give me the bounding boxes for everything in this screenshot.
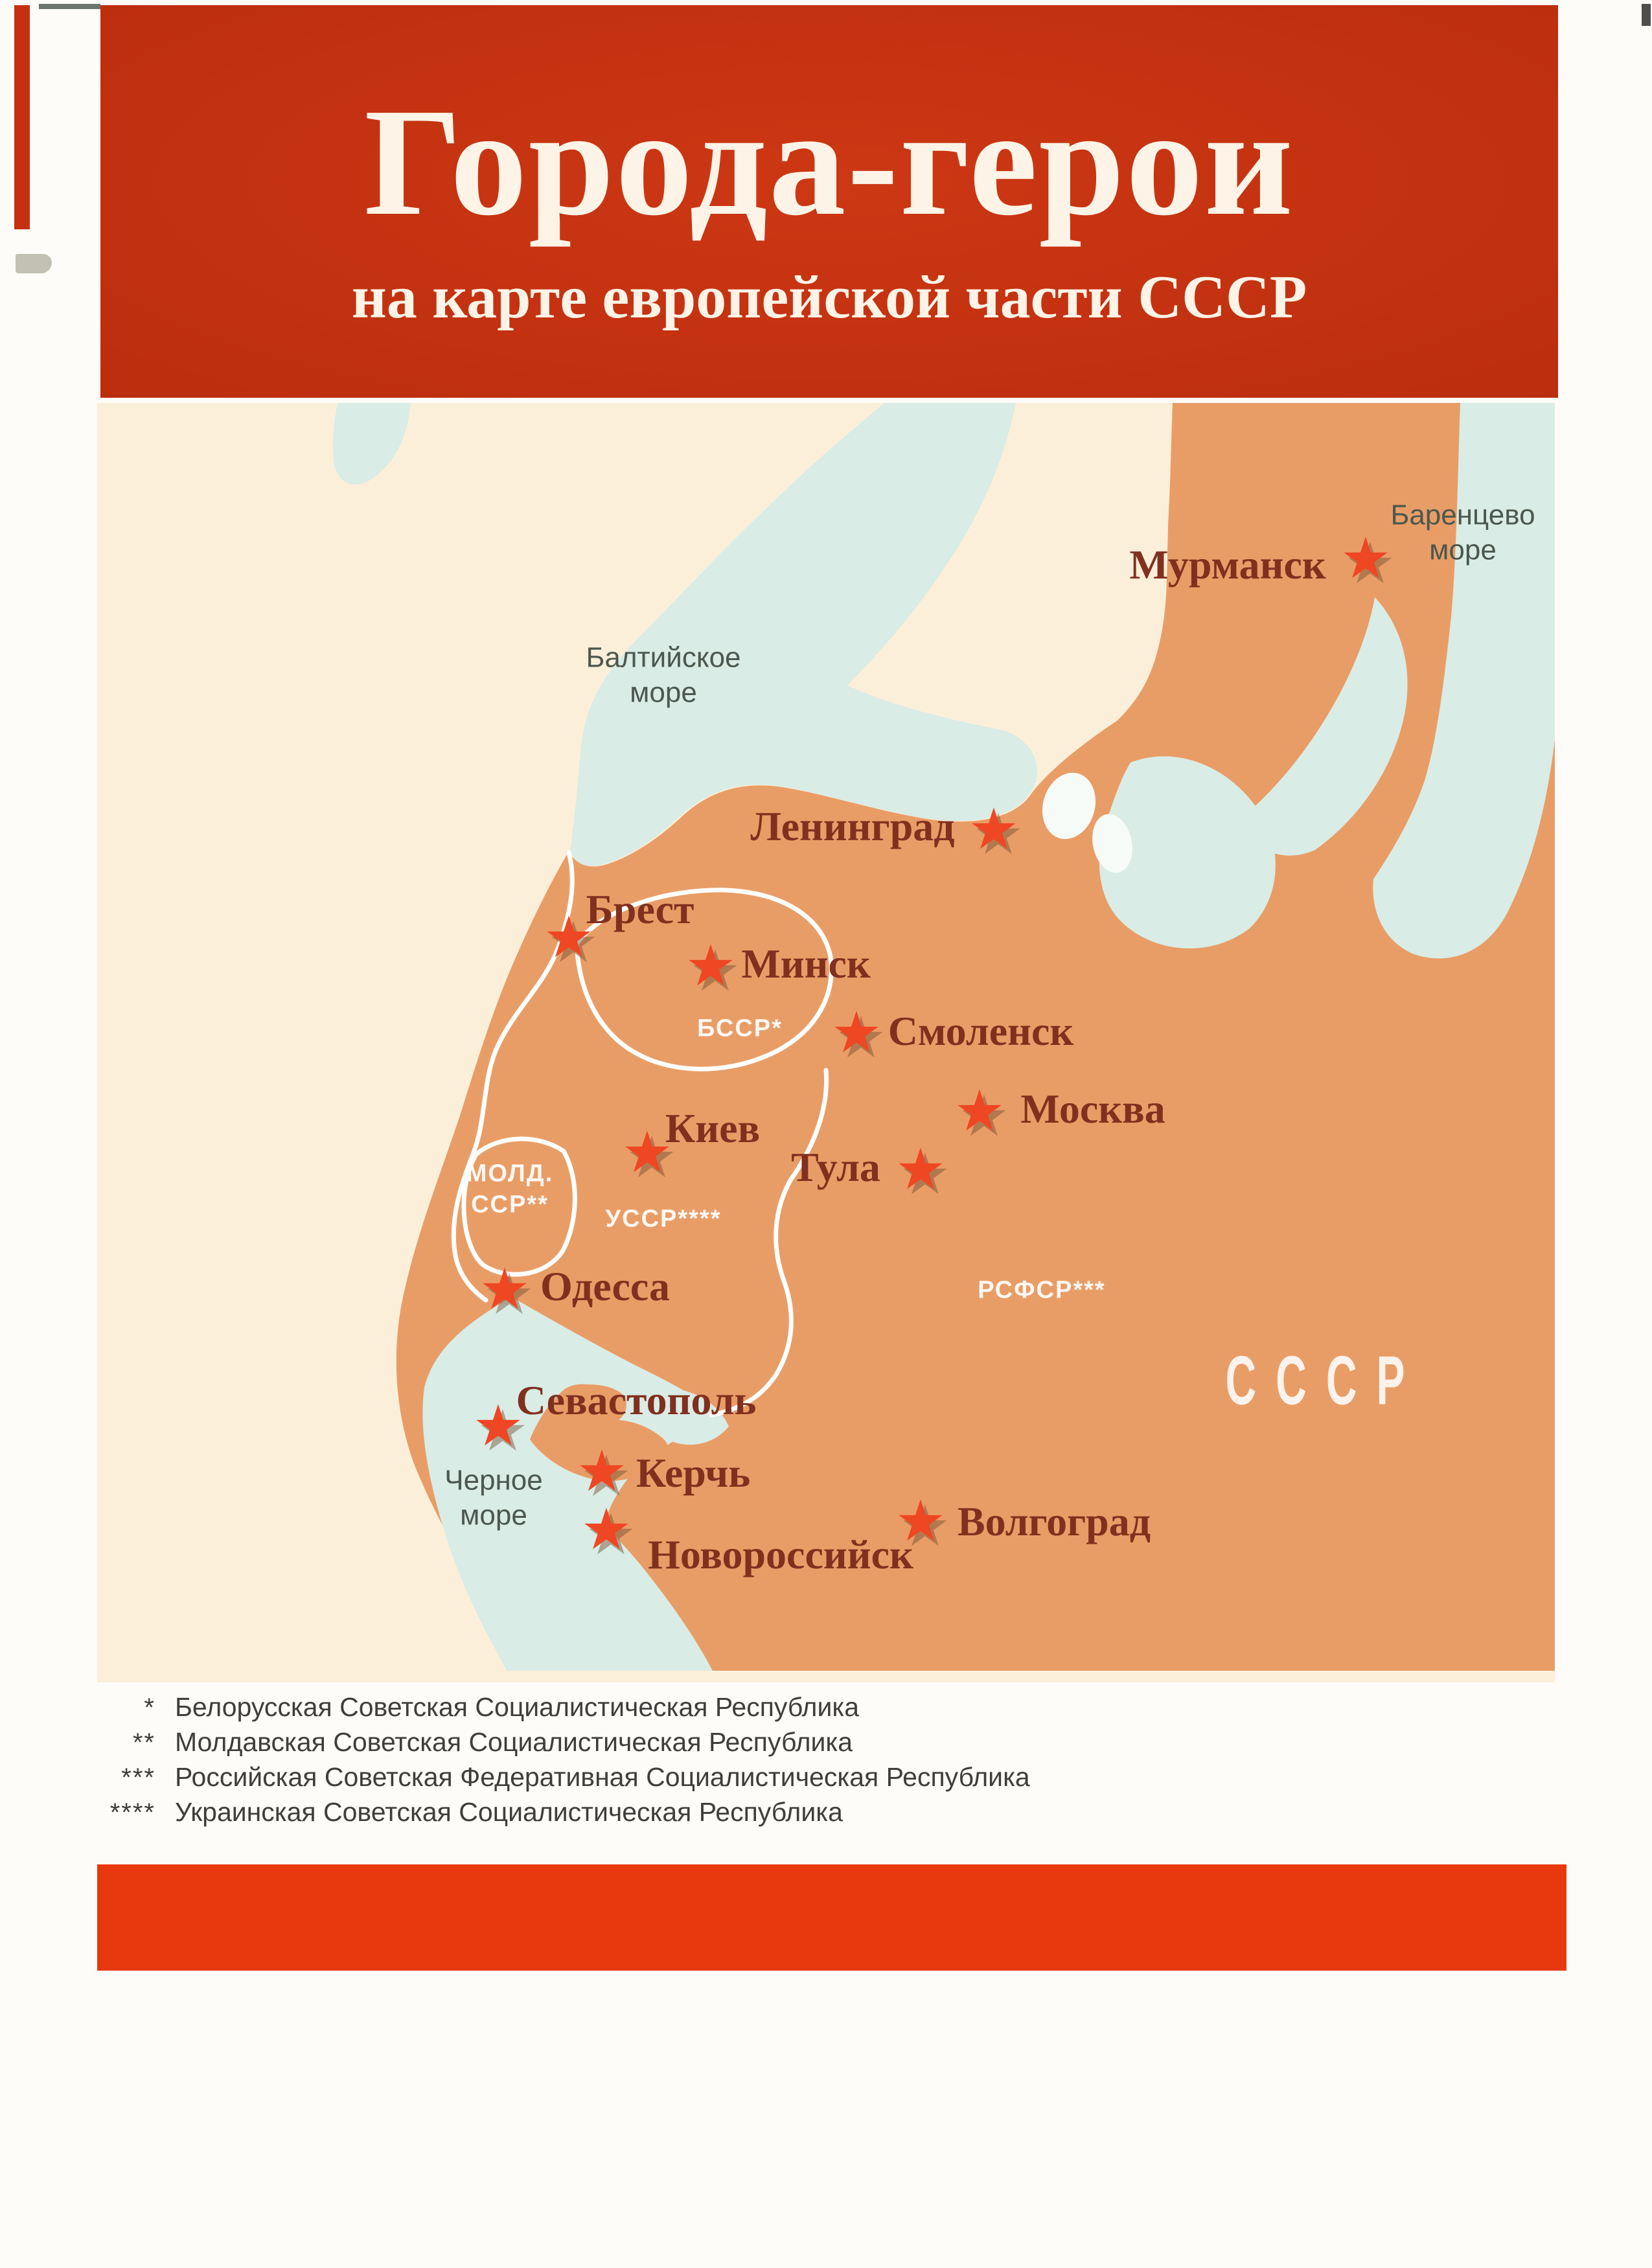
hero-city-star-icon: ★ bbox=[580, 1496, 632, 1563]
poster-title: Города-герои bbox=[364, 77, 1294, 247]
republic-label: БССР* bbox=[697, 1014, 783, 1042]
hero-city-label: Смоленск bbox=[888, 1008, 1074, 1054]
footnote-row: * Белорусская Советская Социалистическая… bbox=[104, 1692, 1497, 1727]
hero-city-label: Новороссийск bbox=[648, 1531, 913, 1577]
footnote-row: **** Украинская Советская Социалистическ… bbox=[104, 1797, 1497, 1832]
hero-city-label: Брест bbox=[586, 886, 694, 932]
footnote-marker: **** bbox=[109, 1798, 155, 1827]
moldavian-ssr-border bbox=[461, 1136, 577, 1277]
republic-label: УССР**** bbox=[605, 1205, 722, 1233]
footnote-text: Украинская Советская Социалистическая Ре… bbox=[175, 1797, 843, 1827]
hero-city-star-icon: ★ bbox=[954, 1077, 1005, 1144]
footnote-marker: *** bbox=[121, 1763, 155, 1792]
hero-city-label: Минск bbox=[741, 941, 871, 987]
hero-city-label: Керчь bbox=[636, 1450, 751, 1496]
norwegian-sea-sliver bbox=[332, 403, 411, 485]
hero-city-star-icon: ★ bbox=[621, 1119, 673, 1186]
crimea-peninsula bbox=[530, 1384, 669, 1481]
hero-city-star-icon: ★ bbox=[472, 1392, 524, 1459]
hero-city-star-icon: ★ bbox=[895, 1487, 946, 1554]
hero-city-label: Мурманск bbox=[1129, 542, 1326, 588]
hero-city-star-icon: ★ bbox=[895, 1136, 946, 1202]
footnote-marker: * bbox=[144, 1693, 155, 1722]
sea-label: Балтийское море bbox=[586, 641, 741, 708]
map-region: ★ Мурманск ★ Ленинград ★ Брест ★ Минск ★… bbox=[97, 403, 1555, 1682]
hero-city-label: Тула bbox=[791, 1144, 880, 1190]
hero-city-star-icon: ★ bbox=[576, 1438, 628, 1504]
ukrssr-rsfsr-border bbox=[709, 1068, 829, 1417]
lake-ladoga bbox=[1042, 772, 1096, 840]
republic-label: РСФСР*** bbox=[978, 1276, 1106, 1304]
white-sea bbox=[1099, 756, 1276, 949]
hero-city-label: Ленинград bbox=[750, 803, 955, 849]
poster-header: Города-герои на карте европейской части … bbox=[100, 5, 1558, 398]
hero-city-star-icon: ★ bbox=[1340, 525, 1392, 591]
hero-city-star-icon: ★ bbox=[831, 999, 882, 1066]
scan-edge-artifact bbox=[14, 5, 30, 229]
lake-onega bbox=[1092, 814, 1132, 873]
black-sea bbox=[422, 1297, 713, 1671]
republic-label: МОЛД. ССР** bbox=[466, 1160, 554, 1219]
hero-city-star-icon: ★ bbox=[479, 1255, 531, 1322]
hero-city-label: Одесса bbox=[540, 1263, 671, 1309]
ussr-landmass bbox=[396, 403, 1555, 1671]
bottom-bar bbox=[97, 1864, 1566, 1971]
hero-city-star-icon: ★ bbox=[685, 932, 737, 999]
footnotes: * Белорусская Советская Социалистическая… bbox=[104, 1692, 1497, 1832]
hero-city-star-icon: ★ bbox=[968, 796, 1020, 862]
map-geography bbox=[97, 403, 1555, 1682]
hero-city-star-icon: ★ bbox=[543, 904, 595, 970]
footnote-text: Российская Советская Федеративная Социал… bbox=[175, 1762, 1030, 1792]
hero-city-label: Севастополь bbox=[516, 1377, 757, 1423]
sea-label: Черное море bbox=[444, 1464, 543, 1531]
footnote-row: ** Молдавская Советская Социалистическая… bbox=[104, 1727, 1497, 1762]
country-label-ussr: СССР bbox=[1225, 1341, 1425, 1419]
page-curl-artifact bbox=[16, 254, 52, 273]
poster-subtitle: на карте европейской части СССР bbox=[351, 263, 1307, 331]
footnote-row: *** Российская Советская Федеративная Со… bbox=[104, 1762, 1497, 1797]
baltic-sea bbox=[570, 403, 1038, 867]
footnote-text: Молдавская Советская Социалистическая Ре… bbox=[175, 1727, 853, 1757]
footnote-text: Белорусская Советская Социалистическая Р… bbox=[175, 1692, 859, 1722]
sea-label: Баренцево море bbox=[1390, 499, 1535, 566]
scan-top-artifact bbox=[39, 4, 100, 9]
ussr-western-border bbox=[451, 850, 575, 1303]
white-sea-channel bbox=[1234, 597, 1408, 856]
footnote-marker: ** bbox=[132, 1728, 155, 1757]
barents-sea bbox=[1373, 403, 1555, 959]
azov-sea bbox=[660, 1388, 729, 1445]
scan-corner-artifact bbox=[1642, 4, 1651, 26]
hero-city-label: Москва bbox=[1020, 1086, 1165, 1132]
hero-city-label: Волгоград bbox=[957, 1498, 1151, 1544]
bssr-border bbox=[574, 888, 834, 1071]
hero-city-label: Киев bbox=[665, 1105, 761, 1151]
